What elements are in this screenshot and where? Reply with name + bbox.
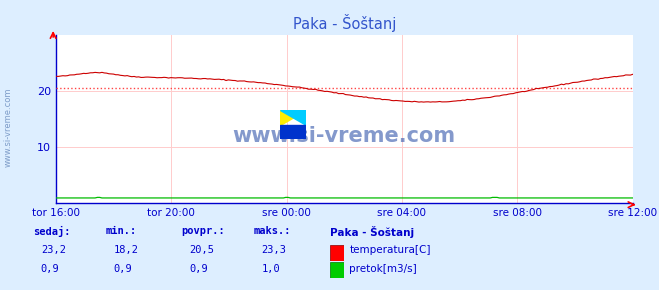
Text: www.si-vreme.com: www.si-vreme.com [3,88,13,167]
Text: 20,5: 20,5 [189,245,214,255]
Text: 0,9: 0,9 [41,264,59,274]
Text: 0,9: 0,9 [189,264,208,274]
Text: pretok[m3/s]: pretok[m3/s] [349,264,417,274]
Text: 1,0: 1,0 [262,264,280,274]
Polygon shape [280,110,306,125]
Title: Paka - Šoštanj: Paka - Šoštanj [293,14,396,32]
Text: www.si-vreme.com: www.si-vreme.com [233,126,456,146]
Text: 0,9: 0,9 [113,264,132,274]
Text: sedaj:: sedaj: [33,226,71,237]
Text: 23,3: 23,3 [262,245,287,255]
Text: maks.:: maks.: [254,226,291,236]
Text: Paka - Šoštanj: Paka - Šoštanj [330,226,414,238]
Text: temperatura[C]: temperatura[C] [349,245,431,255]
Text: min.:: min.: [105,226,136,236]
Text: povpr.:: povpr.: [181,226,225,236]
Polygon shape [280,125,306,139]
Polygon shape [280,110,306,125]
Text: 23,2: 23,2 [41,245,66,255]
Text: 18,2: 18,2 [113,245,138,255]
